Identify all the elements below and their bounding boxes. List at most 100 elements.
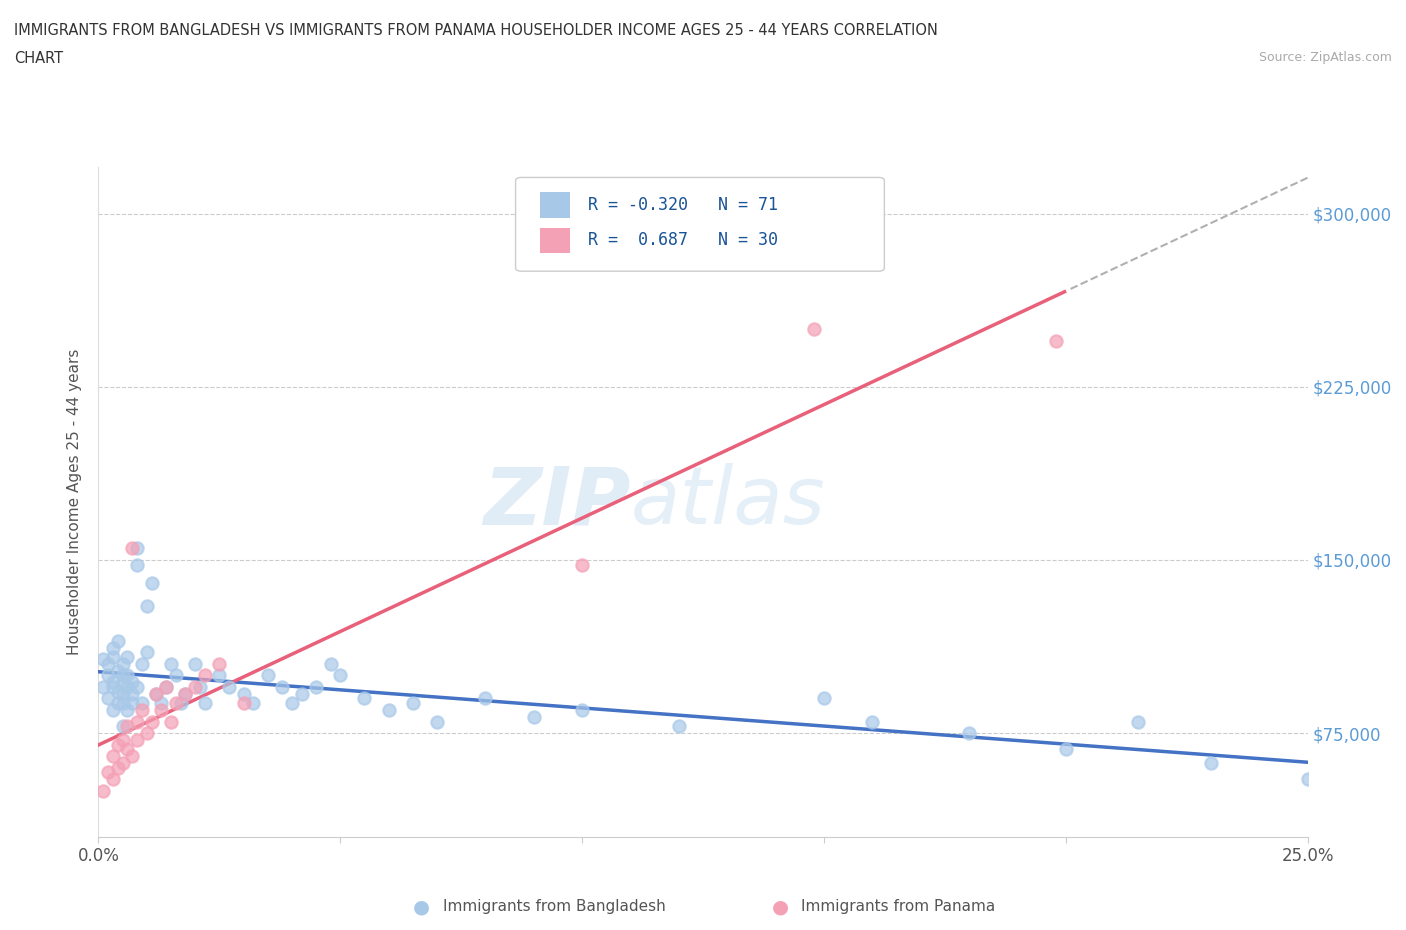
- Point: [860, 714, 883, 729]
- Point: [101, 649, 124, 664]
- Point: [256, 668, 278, 683]
- Point: [97, 764, 120, 779]
- Point: [145, 686, 167, 701]
- Point: [111, 668, 134, 683]
- Point: [474, 691, 496, 706]
- Bar: [540, 228, 569, 253]
- Point: [571, 557, 593, 572]
- Point: [101, 640, 124, 655]
- Point: [91, 652, 114, 667]
- Text: CHART: CHART: [14, 51, 63, 66]
- Point: [135, 644, 157, 659]
- Point: [194, 668, 217, 683]
- Point: [111, 686, 134, 701]
- Point: [242, 696, 264, 711]
- Point: [117, 742, 139, 757]
- Point: [111, 675, 134, 690]
- Point: [111, 719, 134, 734]
- Point: [101, 702, 124, 717]
- Point: [377, 702, 399, 717]
- Point: [101, 675, 124, 690]
- Point: [174, 686, 197, 701]
- Point: [174, 686, 197, 701]
- Point: [141, 714, 163, 729]
- Point: [145, 686, 167, 701]
- Point: [353, 691, 375, 706]
- Point: [281, 696, 304, 711]
- Text: Immigrants from Panama: Immigrants from Panama: [801, 899, 995, 914]
- Point: [107, 663, 129, 678]
- Point: [290, 686, 312, 701]
- Point: [127, 733, 149, 748]
- Point: [803, 322, 825, 337]
- Point: [97, 657, 120, 671]
- Point: [97, 691, 120, 706]
- Point: [111, 657, 134, 671]
- Point: [107, 696, 129, 711]
- Point: [127, 680, 149, 695]
- Point: [117, 649, 139, 664]
- Point: [1045, 333, 1067, 348]
- Text: ●: ●: [413, 897, 430, 916]
- Point: [426, 714, 449, 729]
- Point: [305, 680, 328, 695]
- Point: [117, 702, 139, 717]
- Point: [121, 696, 143, 711]
- Text: Source: ZipAtlas.com: Source: ZipAtlas.com: [1258, 51, 1392, 64]
- FancyBboxPatch shape: [516, 178, 884, 272]
- Point: [107, 737, 129, 752]
- Point: [111, 696, 134, 711]
- Point: [150, 696, 173, 711]
- Point: [957, 725, 980, 740]
- Point: [232, 696, 254, 711]
- Text: ZIP: ZIP: [484, 463, 630, 541]
- Point: [135, 599, 157, 614]
- Point: [121, 749, 143, 764]
- Text: IMMIGRANTS FROM BANGLADESH VS IMMIGRANTS FROM PANAMA HOUSEHOLDER INCOME AGES 25 : IMMIGRANTS FROM BANGLADESH VS IMMIGRANTS…: [14, 23, 938, 38]
- Point: [121, 675, 143, 690]
- Point: [1199, 756, 1222, 771]
- Point: [141, 576, 163, 591]
- Point: [127, 541, 149, 556]
- Point: [131, 657, 153, 671]
- Bar: [540, 193, 569, 218]
- Y-axis label: Householder Income Ages 25 - 44 years: Householder Income Ages 25 - 44 years: [67, 349, 83, 656]
- Point: [208, 668, 231, 683]
- Point: [523, 710, 546, 724]
- Point: [131, 696, 153, 711]
- Point: [131, 702, 153, 717]
- Point: [107, 761, 129, 776]
- Point: [165, 696, 187, 711]
- Point: [232, 686, 254, 701]
- Point: [194, 696, 217, 711]
- Text: Immigrants from Bangladesh: Immigrants from Bangladesh: [443, 899, 665, 914]
- Point: [91, 783, 114, 798]
- Point: [121, 541, 143, 556]
- Point: [127, 714, 149, 729]
- Point: [188, 680, 211, 695]
- Point: [135, 725, 157, 740]
- Point: [107, 684, 129, 699]
- Text: ●: ●: [772, 897, 789, 916]
- Point: [101, 772, 124, 787]
- Point: [184, 657, 207, 671]
- Point: [127, 557, 149, 572]
- Point: [184, 680, 207, 695]
- Text: R =  0.687   N = 30: R = 0.687 N = 30: [588, 232, 778, 249]
- Point: [165, 668, 187, 683]
- Point: [111, 756, 134, 771]
- Point: [117, 680, 139, 695]
- Point: [117, 719, 139, 734]
- Point: [668, 719, 690, 734]
- Point: [208, 657, 231, 671]
- Point: [271, 680, 294, 695]
- Point: [813, 691, 835, 706]
- Point: [169, 696, 191, 711]
- Point: [160, 714, 183, 729]
- Text: R = -0.320   N = 71: R = -0.320 N = 71: [588, 196, 778, 214]
- Point: [101, 749, 124, 764]
- Point: [111, 733, 134, 748]
- Point: [571, 702, 593, 717]
- Point: [155, 680, 177, 695]
- Point: [107, 633, 129, 648]
